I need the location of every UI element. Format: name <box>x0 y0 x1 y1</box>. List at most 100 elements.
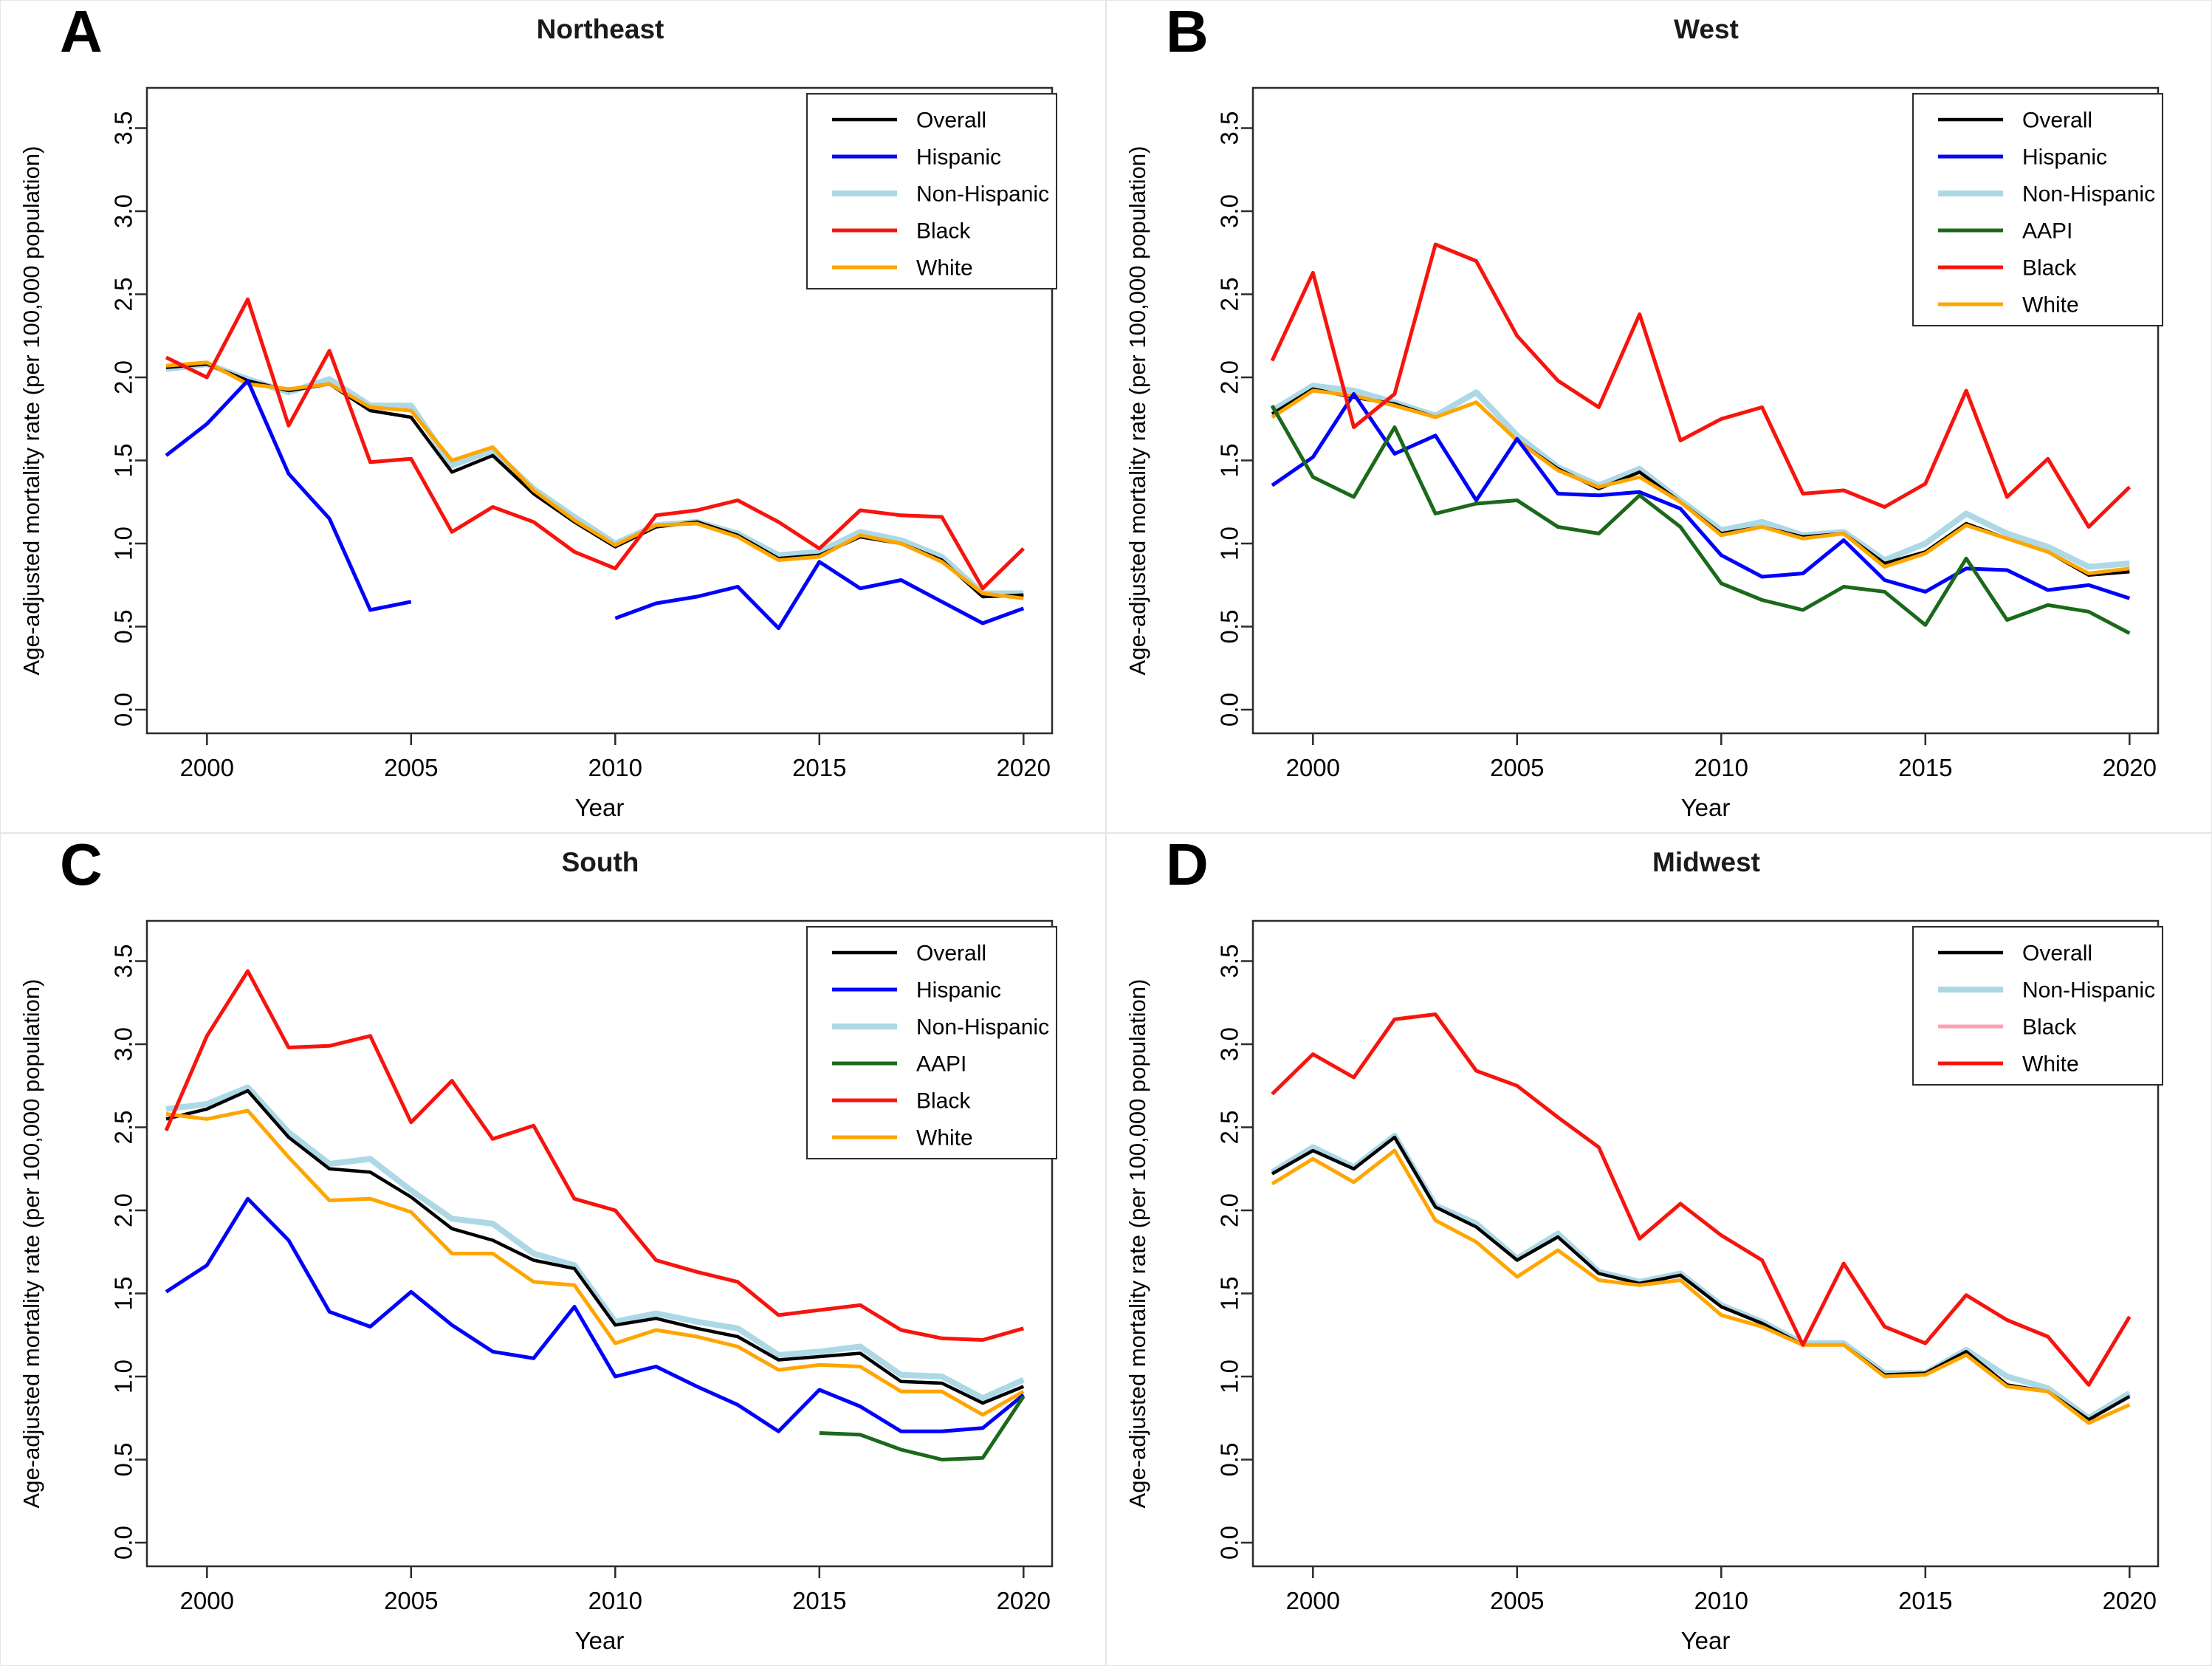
x-axis-tick-label: 2020 <box>2103 754 2157 781</box>
x-axis-title: Year <box>1681 794 1731 821</box>
series-line-white <box>1271 1148 2131 1425</box>
x-axis-title: Year <box>575 794 625 821</box>
series-line-white <box>1271 388 2130 575</box>
series-line-hispanic <box>165 1196 1025 1433</box>
x-axis-tick-label: 2015 <box>1898 754 1952 781</box>
panel-a-chart: 0.0 0.5 1.0 1.5 2.0 2.5 3.0 3.5 2000 2005 2010 2015… <box>18 86 1057 821</box>
y-axis-tick-label: 1.5 <box>1216 444 1243 478</box>
series-line-aapi <box>819 1395 1026 1461</box>
panel-c-chart: 0.0 0.5 1.0 1.5 2.0 2.5 3.0 3.5 2000 2005 2010 2015… <box>18 919 1057 1654</box>
y-axis-tick-label: 1.0 <box>1216 1360 1243 1394</box>
legend-label-non-hispanic: Non-Hispanic <box>916 182 1049 207</box>
y-axis-title: Age-adjusted mortality rate (per 100,000… <box>18 146 44 676</box>
series-line-black <box>165 297 1026 591</box>
panel-b-title: West <box>1674 14 1739 44</box>
legend-label-aapi: AAPI <box>2022 219 2072 244</box>
series-line-overall <box>165 1089 1025 1405</box>
panel-c-letter: C <box>60 833 103 897</box>
x-axis-tick-label: 2015 <box>1898 1587 1952 1614</box>
panel-c-south: C South 0.0 0.5 1.0 1.5 2.0 2.5 3.0 3.5 2000 2005… <box>0 833 1106 1666</box>
panel-a-northeast: A Northeast 0.0 0.5 1.0 1.5 2.0 2.5 3.0 3.5 2000… <box>0 0 1106 833</box>
y-axis-tick-label: 3.0 <box>110 194 137 228</box>
plot-box <box>145 919 1054 1568</box>
panel-a-letter: A <box>60 0 103 64</box>
x-axis-tick-label: 2020 <box>2103 1587 2157 1614</box>
y-axis-tick-label: 2.0 <box>110 1193 137 1227</box>
y-axis-tick-label: 1.5 <box>110 1277 137 1311</box>
legend-label-white: White <box>2022 293 2079 318</box>
y-axis-tick-label: 0.0 <box>110 693 137 727</box>
legend-label-overall: Overall <box>916 942 986 966</box>
legend-label-non-hispanic: Non-Hispanic <box>2022 182 2155 207</box>
panel-a-title: Northeast <box>536 14 664 44</box>
y-axis-tick-label: 2.5 <box>110 1111 137 1145</box>
x-axis-title: Year <box>575 1627 625 1654</box>
x-axis-tick-label: 2020 <box>997 754 1051 781</box>
legend-label-non-hispanic: Non-Hispanic <box>2022 978 2155 1003</box>
x-axis-tick-label: 2000 <box>180 1587 234 1614</box>
legend-box <box>1912 93 2163 326</box>
legend-label-white: White <box>916 256 973 281</box>
series-line-aapi <box>1270 405 2131 635</box>
series-line-overall <box>1271 1135 2131 1422</box>
panel-b-letter: B <box>1166 0 1209 64</box>
legend-label-hispanic: Hispanic <box>916 978 1001 1003</box>
y-axis-tick-label: 1.0 <box>110 527 137 561</box>
x-axis-tick-label: 2010 <box>588 754 642 781</box>
plot-box <box>1251 919 2160 1568</box>
y-axis-tick-label: 0.0 <box>110 1526 137 1560</box>
series-line-black <box>1271 1012 2132 1387</box>
y-axis-tick-label: 1.0 <box>110 1360 137 1394</box>
series-line-black <box>164 969 1024 1342</box>
y-axis-tick-label: 3.5 <box>110 112 137 145</box>
y-axis-tick-label: 1.5 <box>1216 1277 1243 1311</box>
x-axis-tick-label: 2000 <box>1286 1587 1340 1614</box>
series-line-black <box>1270 242 2132 529</box>
legend-label-hispanic: Hispanic <box>2022 145 2107 170</box>
x-axis-title: Year <box>1681 1627 1731 1654</box>
series-line-white <box>165 1108 1025 1417</box>
panel-b-west: B West 0.0 0.5 1.0 1.5 2.0 2.5 3.0 3.5 2000 2005 2… <box>1106 0 2212 833</box>
legend-label-overall: Overall <box>916 109 986 133</box>
x-axis-tick-label: 2005 <box>1490 1587 1544 1614</box>
plot-box <box>1251 86 2160 735</box>
legend-label-overall: Overall <box>2022 109 2092 133</box>
legend-label-black: Black <box>916 219 971 244</box>
x-axis-tick-label: 2010 <box>588 1587 642 1614</box>
y-axis-tick-label: 3.0 <box>1216 194 1243 228</box>
x-axis-tick-label: 2020 <box>997 1587 1051 1614</box>
legend-label-overall: Overall <box>2022 942 2092 966</box>
legend-label-black: Black <box>2022 1015 2077 1040</box>
y-axis-tick-label: 0.0 <box>1216 693 1243 727</box>
y-axis-tick-label: 0.5 <box>110 610 137 644</box>
y-axis-tick-label: 1.5 <box>110 444 137 478</box>
y-axis-tick-label: 2.5 <box>110 278 137 312</box>
series-line-non-hispanic <box>165 1084 1025 1402</box>
plot-box <box>145 86 1054 735</box>
y-axis-title: Age-adjusted mortality rate (per 100,000… <box>1124 979 1150 1509</box>
x-axis-tick-label: 2010 <box>1694 1587 1748 1614</box>
x-axis-tick-label: 2005 <box>1490 754 1544 781</box>
legend-label-hispanic: Hispanic <box>916 145 1001 170</box>
panel-d-chart: 0.0 0.5 1.0 1.5 2.0 2.5 3.0 3.5 2000 2005 2010 2015… <box>1124 919 2163 1654</box>
series-line-non-hispanic <box>1270 1132 2132 1422</box>
x-axis-tick-label: 2000 <box>180 754 234 781</box>
x-axis-tick-label: 2000 <box>1286 754 1340 781</box>
panel-d-letter: D <box>1166 833 1209 897</box>
y-axis-tick-label: 3.0 <box>110 1027 137 1061</box>
y-axis-tick-label: 0.5 <box>1216 610 1243 644</box>
x-axis-tick-label: 2010 <box>1694 754 1748 781</box>
series-line-hispanic <box>165 379 1025 631</box>
panel-b-chart: 0.0 0.5 1.0 1.5 2.0 2.5 3.0 3.5 2000 2005 2010 2015… <box>1124 86 2163 821</box>
legend-label-black: Black <box>2022 256 2077 281</box>
x-axis-tick-label: 2015 <box>792 754 846 781</box>
y-axis-tick-label: 2.5 <box>1216 1111 1243 1145</box>
y-axis-tick-label: 2.0 <box>1216 360 1243 394</box>
y-axis-tick-label: 3.5 <box>1216 112 1243 145</box>
y-axis-tick-label: 3.0 <box>1216 1027 1243 1061</box>
legend-label-black: Black <box>916 1089 971 1114</box>
x-axis-tick-label: 2005 <box>384 754 438 781</box>
y-axis-tick-label: 3.5 <box>1216 945 1243 978</box>
y-axis-title: Age-adjusted mortality rate (per 100,000… <box>1124 146 1150 676</box>
